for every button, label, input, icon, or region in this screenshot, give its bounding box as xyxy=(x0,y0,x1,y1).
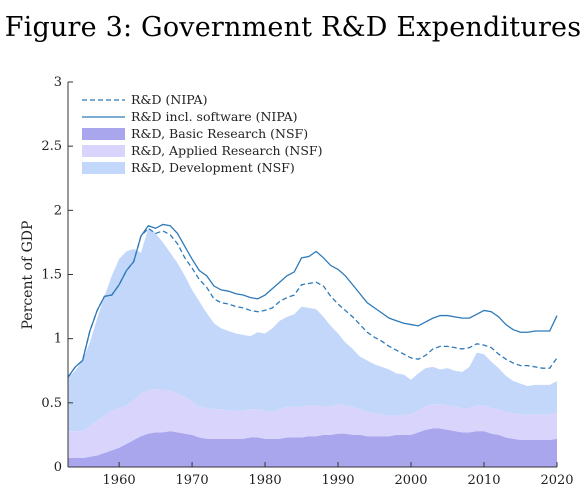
legend-label-nipa_software: R&D incl. software (NIPA) xyxy=(131,109,298,124)
y-tick-label: 0.5 xyxy=(41,396,62,411)
x-tick-label: 2020 xyxy=(540,473,573,488)
legend-swatch-applied xyxy=(82,145,125,157)
legend-label-applied: R&D, Applied Research (NSF) xyxy=(131,143,322,158)
area-basic xyxy=(68,428,557,467)
y-tick-label: 2 xyxy=(54,203,62,218)
nipa-lines xyxy=(67,223,558,378)
figure-title: Figure 3: Government R&D Expenditures xyxy=(4,12,582,43)
axes: 0 0.5 1 1.5 2 2.5 3 1960 1970 1980 1990 2000 2010 202… xyxy=(41,75,573,488)
x-tick-label: 1980 xyxy=(249,473,282,488)
line-nipa xyxy=(67,227,558,378)
area-applied xyxy=(68,388,557,459)
legend-label-nipa: R&D (NIPA) xyxy=(131,92,207,107)
area-development xyxy=(68,228,557,432)
legend-swatch-development xyxy=(82,162,125,174)
line-nipa_software xyxy=(67,223,558,378)
y-tick-label: 2.5 xyxy=(41,139,62,154)
x-tick-label: 1990 xyxy=(321,473,354,488)
y-tick-label: 3 xyxy=(54,75,62,90)
legend-label-basic: R&D, Basic Research (NSF) xyxy=(131,126,308,141)
x-tick-label: 2010 xyxy=(467,473,500,488)
x-tick-label: 1960 xyxy=(103,473,136,488)
legend-swatch-basic xyxy=(82,128,125,140)
legend: R&D (NIPA) R&D incl. software (NIPA) R&D, … xyxy=(82,92,322,175)
x-tick-label: 1970 xyxy=(176,473,209,488)
stacked-areas xyxy=(68,228,557,467)
y-axis-label: Percent of GDP xyxy=(20,221,36,330)
y-tick-label: 1 xyxy=(54,332,62,347)
legend-label-development: R&D, Development (NSF) xyxy=(131,160,295,175)
x-tick-label: 2000 xyxy=(394,473,427,488)
y-tick-label: 1.5 xyxy=(41,268,62,283)
y-tick-label: 0 xyxy=(54,460,62,475)
